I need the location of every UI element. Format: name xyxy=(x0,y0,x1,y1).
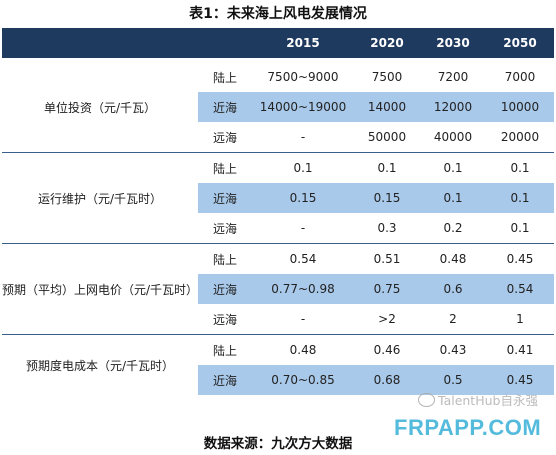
table-title: 表1：未来海上风电发展情况 xyxy=(189,6,367,22)
cell-value: 1 xyxy=(486,304,554,335)
cell-value: 0.68 xyxy=(354,365,420,395)
cell-value: 0.2 xyxy=(420,213,486,244)
cell-value: 14000 xyxy=(354,92,420,122)
cell-value: 0.1 xyxy=(486,183,554,213)
cell-value: 2 xyxy=(420,304,486,335)
cell-value: 0.3 xyxy=(354,213,420,244)
cell-value: 0.54 xyxy=(486,274,554,304)
cell-value: 0.1 xyxy=(486,213,554,244)
cell-value: 0.48 xyxy=(289,343,317,357)
table-row: 近海 0.15 0.15 0.1 0.1 xyxy=(2,183,554,213)
type-label: 陆上 xyxy=(212,161,237,176)
cell-value: 0.77~0.98 xyxy=(252,274,354,304)
type-label: 近海 xyxy=(198,365,252,395)
cell-value: - xyxy=(252,304,354,335)
type-label: 远海 xyxy=(198,122,252,153)
type-label: 陆上 xyxy=(212,343,237,358)
header-year: 2050 xyxy=(486,28,554,58)
type-label: 陆上 xyxy=(212,252,237,267)
header-blank xyxy=(2,28,198,58)
watermark-text: TalentHub自永强 xyxy=(418,390,538,409)
cell-value: 0.1 xyxy=(420,183,486,213)
metric-label: 预期（平均）上网电价（元/千瓦时） xyxy=(2,243,198,335)
cell-value: 10000 xyxy=(486,92,554,122)
cell-value: 0.41 xyxy=(506,343,534,357)
type-label: 近海 xyxy=(198,92,252,122)
cell-value: - xyxy=(252,213,354,244)
table-row: 远海 - 0.3 0.2 0.1 xyxy=(2,213,554,244)
table-row: 近海 14000~19000 14000 12000 10000 xyxy=(2,92,554,122)
table-row: 单位投资（元/千瓦） 陆上 7500~9000 7500 7200 7000 xyxy=(2,62,554,153)
cell-value: 0.15 xyxy=(252,183,354,213)
cell-value: 7200 xyxy=(437,70,469,84)
cell-value: 0.1 xyxy=(443,161,463,175)
type-label: 近海 xyxy=(198,274,252,304)
watermark-label: TalentHub自永强 xyxy=(438,393,538,408)
metric-label: 单位投资（元/千瓦） xyxy=(2,62,198,153)
cell-value: 0.75 xyxy=(354,274,420,304)
type-label: 陆上 xyxy=(212,70,237,85)
cell-value: 0.1 xyxy=(293,161,313,175)
cell-value: 14000~19000 xyxy=(252,92,354,122)
header-year: 2020 xyxy=(354,28,420,58)
table-row: 远海 - 50000 40000 20000 xyxy=(2,122,554,153)
cell-value: 7500~9000 xyxy=(267,70,339,84)
metric-label: 运行维护（元/千瓦时） xyxy=(2,152,198,244)
data-table: 2015 2020 2030 2050 单位投资（元/千瓦） 陆上 7500~9… xyxy=(2,28,554,395)
cell-value: 50000 xyxy=(354,122,420,153)
metric-label: 预期度电成本（元/千瓦时） xyxy=(25,358,175,373)
cell-value: 0.6 xyxy=(420,274,486,304)
cell-value: 40000 xyxy=(420,122,486,153)
cell-value: 0.51 xyxy=(373,252,401,266)
cell-value: 0.43 xyxy=(439,343,467,357)
source-note: 数据来源：九次方大数据 xyxy=(203,436,353,452)
cell-value: >2 xyxy=(354,304,420,335)
cell-value: 0.1 xyxy=(377,161,397,175)
cell-value: 0.5 xyxy=(420,365,486,395)
table-row: 预期（平均）上网电价（元/千瓦时） 陆上 0.54 0.51 0.48 0.45 xyxy=(2,243,554,335)
table-row: 远海 - >2 2 1 xyxy=(2,304,554,335)
cell-value: 0.1 xyxy=(510,161,530,175)
header-row: 2015 2020 2030 2050 xyxy=(2,28,554,58)
type-label: 远海 xyxy=(198,304,252,335)
header-year: 2015 xyxy=(252,28,354,58)
type-label: 近海 xyxy=(198,183,252,213)
table-row: 近海 0.70~0.85 0.68 0.5 0.45 xyxy=(2,365,554,395)
header-year: 2030 xyxy=(420,28,486,58)
cell-value: 0.48 xyxy=(439,252,467,266)
cell-value: 20000 xyxy=(486,122,554,153)
table-row: 运行维护（元/千瓦时） 陆上 0.1 0.1 0.1 0.1 xyxy=(2,152,554,244)
cell-value: 0.46 xyxy=(373,343,401,357)
cell-value: 12000 xyxy=(420,92,486,122)
cell-value: 0.45 xyxy=(506,252,534,266)
cell-value: 0.15 xyxy=(354,183,420,213)
cell-value: - xyxy=(252,122,354,153)
table-row: 预期度电成本（元/千瓦时） 陆上 0.48 0.46 0.43 0.41 xyxy=(2,335,554,373)
header-blank xyxy=(198,28,252,58)
type-label: 远海 xyxy=(198,213,252,244)
watermark-site: FRPAPP.COM xyxy=(394,415,542,440)
cell-value: 0.45 xyxy=(486,365,554,395)
wechat-icon xyxy=(418,393,435,407)
cell-value: 7000 xyxy=(504,70,536,84)
cell-value: 0.70~0.85 xyxy=(252,365,354,395)
table-row: 近海 0.77~0.98 0.75 0.6 0.54 xyxy=(2,274,554,304)
cell-value: 7500 xyxy=(371,70,403,84)
cell-value: 0.54 xyxy=(289,252,317,266)
